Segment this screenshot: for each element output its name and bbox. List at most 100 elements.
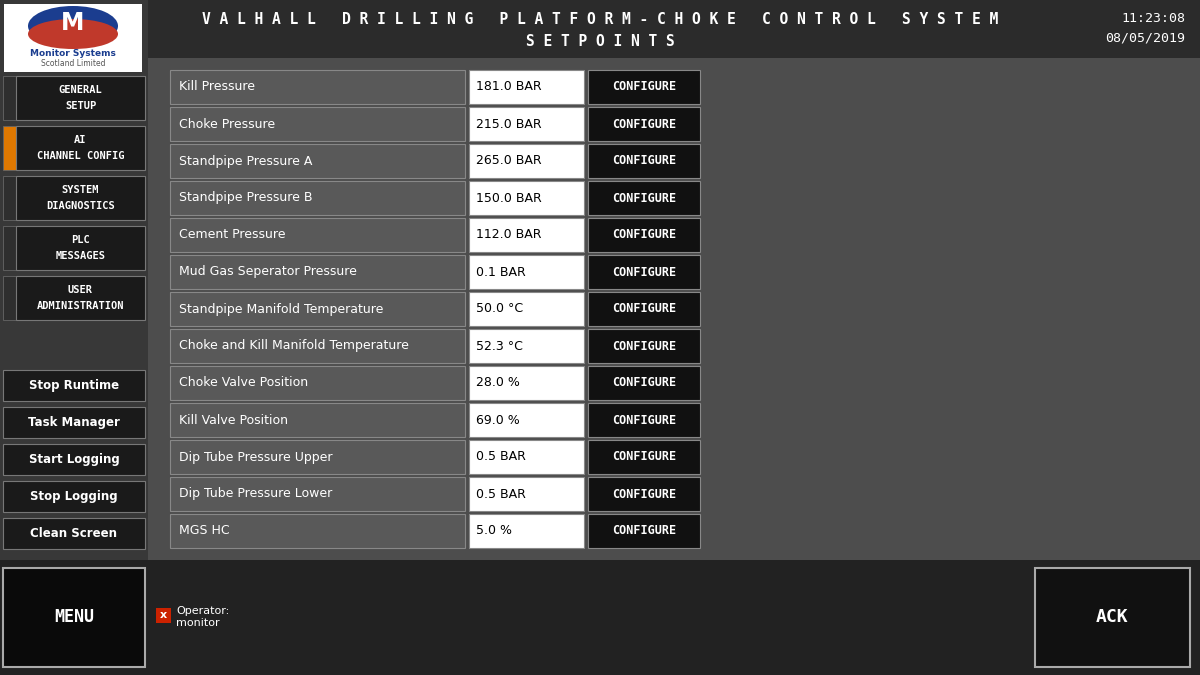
- Text: 69.0 %: 69.0 %: [476, 414, 520, 427]
- Text: Cement Pressure: Cement Pressure: [179, 229, 286, 242]
- Text: Dip Tube Pressure Upper: Dip Tube Pressure Upper: [179, 450, 332, 464]
- Text: CONFIGURE: CONFIGURE: [612, 414, 676, 427]
- Text: Mud Gas Seperator Pressure: Mud Gas Seperator Pressure: [179, 265, 356, 279]
- Text: 215.0 BAR: 215.0 BAR: [476, 117, 541, 130]
- Text: ACK: ACK: [1096, 608, 1129, 626]
- Bar: [469, 403, 584, 437]
- Text: ADMINISTRATION: ADMINISTRATION: [37, 301, 125, 311]
- Bar: [148, 58, 1200, 560]
- Bar: [170, 70, 466, 104]
- Bar: [469, 329, 584, 363]
- Text: Choke and Kill Manifold Temperature: Choke and Kill Manifold Temperature: [179, 340, 409, 352]
- Text: GENERAL: GENERAL: [59, 85, 102, 95]
- Ellipse shape: [28, 6, 118, 46]
- Text: CONFIGURE: CONFIGURE: [612, 229, 676, 242]
- Text: SETUP: SETUP: [65, 101, 96, 111]
- Text: CONFIGURE: CONFIGURE: [612, 340, 676, 352]
- Bar: [170, 292, 466, 326]
- Text: 112.0 BAR: 112.0 BAR: [476, 229, 541, 242]
- Bar: [588, 477, 700, 511]
- Text: 0.1 BAR: 0.1 BAR: [476, 265, 526, 279]
- Text: 0.5 BAR: 0.5 BAR: [476, 487, 526, 500]
- Text: 28.0 %: 28.0 %: [476, 377, 520, 389]
- Bar: [170, 218, 466, 252]
- Text: Kill Valve Position: Kill Valve Position: [179, 414, 288, 427]
- Text: CONFIGURE: CONFIGURE: [612, 302, 676, 315]
- Bar: [469, 514, 584, 548]
- Bar: [2, 276, 16, 320]
- Text: SYSTEM: SYSTEM: [61, 185, 100, 195]
- Bar: [588, 70, 700, 104]
- Text: CONFIGURE: CONFIGURE: [612, 155, 676, 167]
- Text: 11:23:08: 11:23:08: [1121, 11, 1186, 24]
- Bar: [170, 144, 466, 178]
- Text: CONFIGURE: CONFIGURE: [612, 487, 676, 500]
- Text: Scotland Limited: Scotland Limited: [41, 59, 106, 68]
- Bar: [2, 176, 16, 220]
- Text: Choke Valve Position: Choke Valve Position: [179, 377, 308, 389]
- Text: Dip Tube Pressure Lower: Dip Tube Pressure Lower: [179, 487, 332, 500]
- Bar: [588, 255, 700, 289]
- Text: USER: USER: [68, 285, 94, 295]
- Bar: [588, 181, 700, 215]
- Bar: [588, 292, 700, 326]
- Text: CONFIGURE: CONFIGURE: [612, 192, 676, 205]
- Bar: [2, 518, 145, 549]
- Bar: [4, 4, 142, 72]
- Bar: [469, 218, 584, 252]
- Bar: [2, 76, 16, 120]
- Bar: [2, 226, 16, 270]
- Bar: [588, 329, 700, 363]
- Text: monitor: monitor: [176, 618, 220, 628]
- Text: Start Logging: Start Logging: [29, 453, 119, 466]
- Text: 08/05/2019: 08/05/2019: [1105, 32, 1186, 45]
- Text: PLC: PLC: [71, 235, 90, 245]
- Text: V A L H A L L   D R I L L I N G   P L A T F O R M - C H O K E   C O N T R O L   : V A L H A L L D R I L L I N G P L A T F …: [202, 13, 998, 28]
- Bar: [469, 255, 584, 289]
- Text: 5.0 %: 5.0 %: [476, 524, 512, 537]
- Text: Clean Screen: Clean Screen: [30, 527, 118, 540]
- Bar: [588, 144, 700, 178]
- Bar: [2, 126, 16, 170]
- Text: 181.0 BAR: 181.0 BAR: [476, 80, 541, 94]
- Text: 52.3 °C: 52.3 °C: [476, 340, 523, 352]
- Bar: [2, 481, 145, 512]
- Text: 0.5 BAR: 0.5 BAR: [476, 450, 526, 464]
- Text: M: M: [61, 11, 85, 35]
- Bar: [588, 403, 700, 437]
- Bar: [16, 126, 145, 170]
- Bar: [469, 144, 584, 178]
- Text: 265.0 BAR: 265.0 BAR: [476, 155, 541, 167]
- Text: CONFIGURE: CONFIGURE: [612, 265, 676, 279]
- Bar: [469, 107, 584, 141]
- Bar: [588, 218, 700, 252]
- Text: Monitor Systems: Monitor Systems: [30, 49, 116, 59]
- Bar: [469, 181, 584, 215]
- Bar: [2, 444, 145, 475]
- Text: Standpipe Pressure A: Standpipe Pressure A: [179, 155, 312, 167]
- Bar: [0, 0, 1200, 58]
- Bar: [16, 226, 145, 270]
- Text: CHANNEL CONFIG: CHANNEL CONFIG: [37, 151, 125, 161]
- Text: S E T P O I N T S: S E T P O I N T S: [526, 34, 674, 49]
- Bar: [0, 560, 1200, 675]
- Text: DIAGNOSTICS: DIAGNOSTICS: [46, 201, 115, 211]
- Bar: [588, 514, 700, 548]
- Bar: [469, 292, 584, 326]
- Text: Kill Pressure: Kill Pressure: [179, 80, 256, 94]
- Bar: [170, 514, 466, 548]
- Text: CONFIGURE: CONFIGURE: [612, 117, 676, 130]
- Text: Operator:: Operator:: [176, 607, 229, 616]
- Bar: [469, 477, 584, 511]
- Bar: [16, 76, 145, 120]
- Bar: [588, 366, 700, 400]
- Text: Standpipe Pressure B: Standpipe Pressure B: [179, 192, 312, 205]
- Ellipse shape: [28, 19, 118, 49]
- Text: 150.0 BAR: 150.0 BAR: [476, 192, 541, 205]
- Text: Task Manager: Task Manager: [28, 416, 120, 429]
- Text: AI: AI: [74, 135, 86, 145]
- Bar: [469, 70, 584, 104]
- Text: MGS HC: MGS HC: [179, 524, 229, 537]
- Bar: [1034, 568, 1190, 667]
- Bar: [469, 366, 584, 400]
